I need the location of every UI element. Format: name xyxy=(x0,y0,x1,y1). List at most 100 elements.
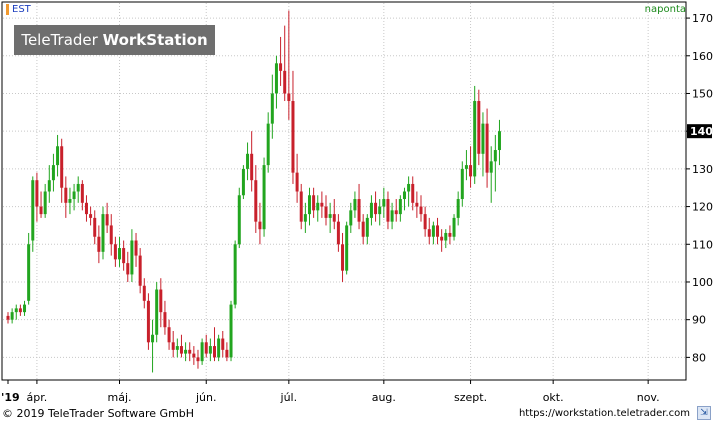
candle-body xyxy=(382,199,386,207)
candle-body xyxy=(213,346,216,358)
candle-body xyxy=(407,183,411,192)
candle-body xyxy=(295,172,299,192)
candle-body xyxy=(464,165,468,169)
candle-body xyxy=(436,225,440,237)
y-tick-label: 80 xyxy=(692,351,706,364)
candle-body xyxy=(233,244,237,305)
candle-body xyxy=(175,346,179,350)
candle-body xyxy=(469,165,473,177)
candle-body xyxy=(497,131,501,151)
candle-body xyxy=(246,153,250,169)
candle-body xyxy=(398,199,402,215)
x-tick-label: aug. xyxy=(372,391,396,404)
y-tick-label: 90 xyxy=(692,314,706,327)
candle-body xyxy=(349,210,353,226)
candle-body xyxy=(229,304,233,358)
candle-body xyxy=(122,248,126,264)
candle-body xyxy=(316,202,320,211)
candle-body xyxy=(208,346,212,354)
x-axis: '19 ápr. máj. jún. júl. aug. szept. okt. nov. xyxy=(1,380,660,404)
candle-body xyxy=(109,225,113,245)
last-price-tag: 140 xyxy=(687,124,713,139)
candle-body xyxy=(369,202,373,218)
candle-body xyxy=(303,214,307,222)
symbol-label: EST xyxy=(12,4,31,15)
candle-body xyxy=(60,146,64,188)
candle-body xyxy=(200,342,204,362)
last-price-label: 140 xyxy=(690,125,713,138)
candle-body xyxy=(485,123,489,173)
dock-icon[interactable]: ⇲ xyxy=(697,406,711,420)
candle-body xyxy=(10,312,14,320)
candle-body xyxy=(6,315,10,320)
candle-body xyxy=(361,221,365,237)
candle-body xyxy=(68,199,72,203)
candle-body xyxy=(188,349,192,354)
candle-body xyxy=(341,244,345,271)
candle-body xyxy=(23,304,27,313)
candle-body xyxy=(27,244,31,301)
candle-body xyxy=(56,146,60,166)
candle-body xyxy=(159,289,163,313)
candle-body xyxy=(411,183,415,203)
candle-body xyxy=(299,191,303,222)
candle-body xyxy=(291,101,295,173)
candle-body xyxy=(419,206,423,215)
y-tick-label: 100 xyxy=(692,276,713,289)
symbol-color-marker xyxy=(6,4,9,15)
candle-body xyxy=(97,236,101,252)
watermark-product: WorkStation xyxy=(102,31,208,49)
candle-body xyxy=(394,210,398,215)
candle-body xyxy=(184,349,188,354)
candle-body xyxy=(196,357,200,362)
candle-body xyxy=(481,123,485,154)
candle-body xyxy=(101,214,105,252)
website-link[interactable]: https://workstation.teletrader.com xyxy=(518,408,690,419)
last-price-box xyxy=(687,124,712,139)
candle-body xyxy=(221,338,225,350)
symbol-header[interactable]: EST xyxy=(6,4,31,15)
candle-body xyxy=(51,165,55,181)
y-tick-label: 120 xyxy=(692,201,713,214)
candle-body xyxy=(279,63,283,71)
candle-body xyxy=(134,240,138,256)
candle-body xyxy=(365,217,369,237)
candle-body xyxy=(270,93,274,124)
candle-body xyxy=(64,187,68,203)
candle-body xyxy=(386,199,390,222)
y-tick-label: 130 xyxy=(692,163,713,176)
candle-body xyxy=(237,195,241,245)
candle-body xyxy=(31,180,35,241)
candle-body xyxy=(431,225,435,237)
candle-body xyxy=(402,191,406,200)
candle-body xyxy=(415,202,419,207)
candle-body xyxy=(130,240,134,275)
candle-body xyxy=(378,206,382,215)
candle-body xyxy=(427,229,431,237)
candle-body xyxy=(146,300,150,343)
candle-body xyxy=(126,263,130,275)
candle-body xyxy=(324,206,328,218)
candle-body xyxy=(320,202,324,207)
x-tick-label: jún. xyxy=(195,391,217,404)
candle-body xyxy=(118,248,122,260)
candle-body xyxy=(448,232,452,237)
candle-body xyxy=(241,168,245,196)
candle-body xyxy=(452,217,456,237)
candle-body xyxy=(287,93,291,102)
x-tick-label: '19 xyxy=(1,391,20,404)
y-axis: 80 90 100 110 120 130 140 150 160 170 xyxy=(686,12,713,364)
x-tick-label: nov. xyxy=(637,391,660,404)
candle-body xyxy=(332,214,336,222)
candle-body xyxy=(167,327,171,343)
y-tick-label: 150 xyxy=(692,87,713,100)
x-tick-label: okt. xyxy=(543,391,564,404)
candle-body xyxy=(163,312,167,328)
y-tick-label: 170 xyxy=(692,12,713,25)
candle-body xyxy=(204,342,208,354)
candle-body xyxy=(151,334,155,343)
candle-body xyxy=(47,180,51,192)
interval-label[interactable]: naponta xyxy=(644,4,686,15)
candle-body xyxy=(93,217,97,237)
